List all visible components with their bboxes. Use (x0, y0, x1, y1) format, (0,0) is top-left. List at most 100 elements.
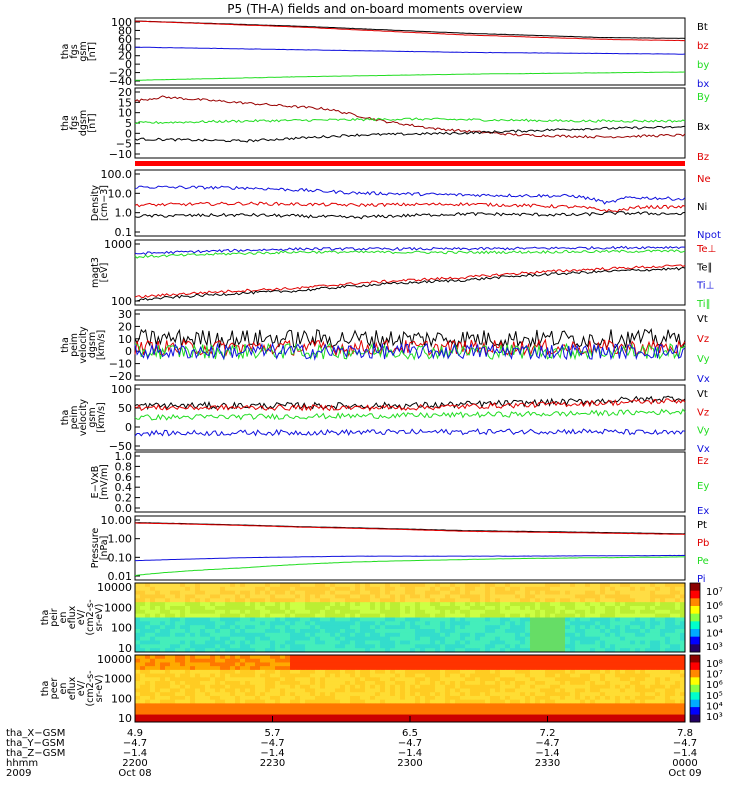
spectrogram-cell (155, 583, 161, 588)
spectrogram-cell (165, 692, 171, 697)
spectrogram-cell (475, 707, 481, 712)
spectrogram-cell (500, 662, 506, 667)
spectrogram-cell (350, 606, 356, 611)
spectrogram-cell (500, 658, 506, 663)
xtick-value: 2230 (260, 758, 285, 769)
spectrogram-cell (225, 583, 231, 588)
spectrogram-cell (385, 681, 391, 686)
spectrogram-cell (630, 699, 636, 704)
spectrogram-cell (285, 681, 291, 686)
spectrogram-cell (275, 714, 281, 719)
spectrogram-cell (340, 718, 346, 723)
spectrogram-cell (170, 673, 176, 678)
spectrogram-cell (165, 590, 171, 595)
spectrogram-cell (275, 648, 281, 653)
spectrogram-cell (555, 703, 561, 708)
spectrogram-cell (145, 602, 151, 607)
spectrogram-cell (360, 625, 366, 630)
spectrogram-cell (490, 617, 496, 622)
spectrogram-cell (380, 714, 386, 719)
spectrogram-cell (550, 629, 556, 634)
spectrogram-cell (445, 658, 451, 663)
spectrogram-cell (525, 636, 531, 641)
spectrogram-cell (185, 662, 191, 667)
spectrogram-cell (230, 590, 236, 595)
spectrogram-cell (590, 583, 596, 588)
spectrogram-cell (385, 632, 391, 638)
spectrogram-cell (235, 648, 241, 653)
spectrogram-cell (205, 606, 211, 611)
spectrogram-cell (625, 692, 631, 697)
spectrogram-cell (140, 688, 146, 693)
spectrogram-cell (680, 703, 686, 708)
spectrogram-cell (380, 613, 386, 618)
spectrogram-cell (325, 583, 331, 588)
spectrogram-cell (320, 710, 326, 716)
spectrogram-cell (300, 714, 306, 719)
spectrogram-cell (255, 640, 261, 645)
ylabel-line: tha (60, 410, 71, 426)
spectrogram-cell (680, 583, 686, 588)
spectrogram-cell (360, 673, 366, 678)
spectrogram-cell (670, 666, 676, 671)
spectrogram-cell (425, 640, 431, 645)
spectrogram-cell (150, 666, 156, 671)
legend-entry: Vy (697, 354, 710, 365)
spectrogram-cell (645, 681, 651, 686)
spectrogram-cell (160, 644, 166, 649)
spectrogram-cell (505, 710, 511, 716)
colorbar-segment (690, 606, 700, 615)
spectrogram-cell (525, 658, 531, 663)
spectrogram-cell (380, 658, 386, 663)
spectrogram-cell (650, 710, 656, 716)
spectrogram-cell (315, 710, 321, 716)
spectrogram-cell (385, 640, 391, 645)
spectrogram-cell (280, 644, 286, 649)
spectrogram-cell (225, 625, 231, 630)
spectrogram-cell (540, 673, 546, 678)
spectrogram-cell (610, 681, 616, 686)
spectrogram-cell (310, 707, 316, 712)
spectrogram-cell (455, 598, 461, 603)
spectrogram-cell (555, 648, 561, 653)
spectrogram-cell (585, 707, 591, 712)
spectrogram-cell (195, 632, 201, 638)
spectrogram-cell (555, 606, 561, 611)
spectrogram-cell (670, 636, 676, 641)
spectrogram-cell (505, 586, 511, 592)
spectrogram-cell (145, 625, 151, 630)
spectrogram-cell (430, 598, 436, 603)
spectrogram-cell (660, 681, 666, 686)
spectrogram-cell (265, 681, 271, 686)
spectrogram-cell (420, 636, 426, 641)
spectrogram-cell (465, 621, 471, 626)
spectrogram-cell (605, 666, 611, 671)
spectrogram-cell (565, 684, 571, 689)
spectrogram-cell (565, 695, 571, 701)
spectrogram-cell (590, 655, 596, 660)
spectrogram-cell (280, 692, 286, 697)
spectrogram-cell (605, 644, 611, 649)
spectrogram-cell (650, 658, 656, 663)
spectrogram-cell (460, 613, 466, 618)
spectrogram-cell (200, 598, 206, 603)
spectrogram-cell (560, 692, 566, 697)
series-line-Pt (135, 522, 686, 535)
spectrogram-cell (430, 677, 436, 682)
spectrogram-cell (565, 662, 571, 667)
spectrogram-cell (285, 640, 291, 645)
spectrogram-cell (270, 673, 276, 678)
spectrogram-cell (320, 648, 326, 653)
spectrogram-cell (660, 586, 666, 592)
spectrogram-cell (540, 662, 546, 667)
spectrogram-cell (400, 707, 406, 712)
spectrogram-cell (305, 602, 311, 607)
spectrogram-cell (540, 714, 546, 719)
spectrogram-cell (555, 692, 561, 697)
spectrogram-cell (640, 655, 646, 660)
spectrogram-cell (295, 710, 301, 716)
spectrogram-cell (635, 648, 641, 653)
spectrogram-cell (505, 644, 511, 649)
spectrogram-cell (360, 714, 366, 719)
spectrogram-cell (250, 629, 256, 634)
